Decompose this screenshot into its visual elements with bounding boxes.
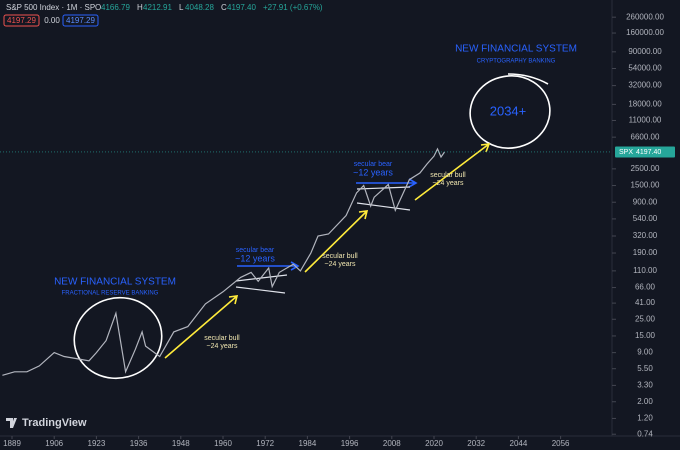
y-tick-label: 6600.00 [631,132,660,141]
circle-tail [507,73,549,85]
x-tick-label: 1960 [214,439,232,448]
annotation: ~24 years [207,343,238,350]
ask-box [62,14,99,27]
annotation: secular bear [354,161,393,168]
annotation: 2034+ [490,103,527,118]
x-tick-label: 1996 [341,439,359,448]
y-tick-label: 900.00 [633,197,658,206]
x-tick-label: 1889 [3,439,21,448]
logo-icon [6,418,17,428]
y-tick-label: 2500.00 [631,164,660,173]
annotation: ~24 years [433,180,464,187]
y-tick-label: 9.00 [637,348,653,357]
price-tag-bg [615,146,675,158]
y-tick-label: 66.00 [635,283,656,292]
y-tick-label: 5.50 [637,364,653,373]
y-tick-label: 0.74 [637,429,653,438]
annotation: NEW FINANCIAL SYSTEM [455,44,577,55]
x-tick-label: 2020 [425,439,443,448]
x-tick-label: 1972 [256,439,274,448]
logo: TradingView [22,417,87,429]
ask: 4197.29 [66,16,95,25]
symbol: S&P 500 Index · 1M · SP [6,3,95,12]
ohlc-value: 4166.79 [101,3,130,12]
y-tick-label: 15.00 [635,331,656,340]
bid-box [3,14,40,27]
y-tick-label: 1.20 [637,414,653,423]
y-tick-label: 90000.00 [628,47,662,56]
annotation: secular bear [236,247,275,254]
x-tick-label: 1936 [130,439,148,448]
ohlc-key: C [221,3,227,12]
annotation: FRACTIONAL RESERVE BANKING [62,291,159,297]
annotation: secular bull [322,253,358,260]
price-tag-label: 4197.40 [636,149,661,156]
y-tick-label: 11000.00 [629,116,662,125]
price-tag-symbol: SPX [619,149,633,156]
ohlc-value: 4048.28 [185,3,214,12]
y-tick-label: 110.00 [633,266,657,275]
y-tick-label: 190.00 [633,248,658,257]
annotation: secular bull [204,335,240,342]
x-tick-label: 2056 [552,439,570,448]
y-tick-label: 18000.00 [628,100,662,109]
ohlc-value: 4197.40 [227,3,256,12]
y-tick-label: 41.00 [635,298,656,307]
spread: 0.00 [44,16,60,25]
y-tick-label: 54000.00 [628,64,662,73]
yellow-arrows [164,143,491,359]
ohlc-key: H [137,3,143,12]
x-tick-label: 2032 [467,439,485,448]
x-tick-label: 1948 [172,439,190,448]
circle-drawing [73,296,163,380]
drawings [73,73,551,380]
annotation: secular bull [430,172,466,179]
y-tick-label: 32000.00 [628,81,662,90]
y-tick-label: 1500.00 [631,181,660,190]
annotation: ~12 years [235,253,275,263]
ohlc-key: L [179,3,184,12]
y-tick-label: 25.00 [635,314,656,323]
ohlc: O 4166.79 H 4212.91 L 4048.28 C 4197.40 +27.91 (… [95,3,323,12]
y-tick-label: 2.00 [637,397,653,406]
x-tick-label: 1984 [299,439,317,448]
annotation: ~12 years [353,167,393,177]
y-tick-label: 260000.00 [626,12,664,21]
price-line [2,147,446,376]
blue-arrows [237,178,418,271]
annotation: CRYPTOGRAPHY BANKING [477,59,556,65]
y-tick-label: 160000.00 [626,28,664,37]
x-tick-label: 1923 [88,439,106,448]
ohlc-key: O [95,3,101,12]
x-tick-label: 2008 [383,439,401,448]
y-tick-label: 540.00 [633,214,658,223]
x-tick-label: 1906 [45,439,63,448]
annotation: NEW FINANCIAL SYSTEM [54,277,176,288]
x-tick-label: 2044 [510,439,528,448]
bid: 4197.29 [7,16,36,25]
circle-drawing [469,75,551,149]
ohlc-value: 4212.91 [143,3,172,12]
change: +27.91 (+0.67%) [263,3,323,12]
annotation: ~24 years [325,261,356,268]
y-tick-label: 3.30 [637,381,653,390]
y-tick-label: 320.00 [633,231,658,240]
